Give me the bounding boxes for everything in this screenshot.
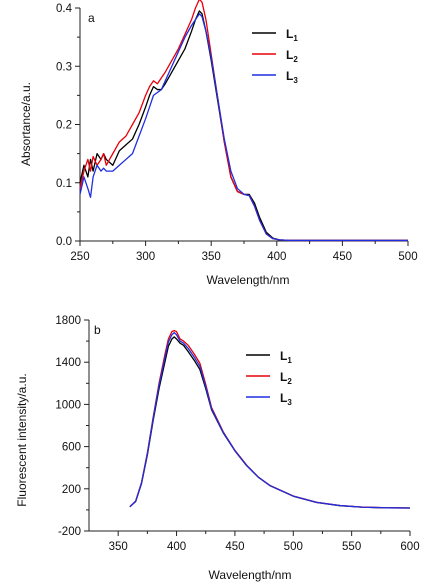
panel-a-y-tick-label: 0.3: [56, 61, 72, 73]
panel-a-legend-label-l2: L2: [286, 48, 298, 64]
panel-b-x-axis-title: Wavelength/nm: [209, 568, 292, 582]
panel-a-y-tick-label: 0.4: [56, 3, 73, 15]
panel-b-y-tick-label: -200: [58, 526, 81, 538]
panel-a-x-tick-label: 500: [398, 251, 417, 263]
panel-a-series-l3-line: [79, 13, 408, 242]
panel-b-x-tick-label: 350: [109, 541, 128, 553]
panel-b-fluorescence-chart: b Wavelength/nm Fluorescent intensity/a.…: [15, 315, 420, 582]
panel-b-legend-label-l2: L2: [280, 370, 292, 386]
panel-a-series-l1-line: [79, 10, 408, 242]
panel-a-y-tick-label: 0.2: [56, 120, 72, 132]
panel-a-x-tick-label: 300: [136, 251, 155, 263]
panel-b-x-tick-label: 600: [400, 541, 419, 553]
panel-b-series-l2-line: [129, 329, 411, 509]
panel-b-x-tick-label: 550: [342, 541, 361, 553]
panel-a-x-tick-label: 450: [333, 251, 352, 263]
panel-a-absorbance-chart: a Wavelength/nm Absortance/a.u. 250 300 35…: [19, 0, 418, 287]
panel-b-series-l3-line: [129, 332, 411, 509]
panel-a-legend-label-l1: L1: [286, 27, 298, 43]
panel-b-y-tick-label: 200: [62, 484, 81, 496]
panel-a-x-tick-label: 250: [70, 251, 89, 263]
panel-a-y-tick-label: 0.0: [56, 236, 72, 248]
panel-b-y-tick-label: 600: [62, 442, 81, 454]
panel-a-legend-label-l3: L3: [286, 69, 298, 85]
panel-b-y-tick-label: 1800: [55, 315, 81, 327]
panel-a-letter: a: [88, 11, 95, 25]
panel-a-x-tick-label: 400: [267, 251, 286, 263]
panel-a-y-tick-label: 0.1: [56, 178, 72, 190]
panel-b-x-tick-label: 400: [167, 541, 186, 553]
panel-b-x-tick-label: 450: [225, 541, 244, 553]
panel-b-letter: b: [94, 323, 101, 337]
panel-b-x-tick-label: 500: [284, 541, 303, 553]
panel-b-y-tick-label: 1000: [55, 399, 81, 411]
panel-b-legend-label-l3: L3: [280, 391, 292, 407]
panel-a-x-axis-title: Wavelength/nm: [207, 273, 290, 287]
panel-b-y-tick-label: 1400: [55, 357, 81, 369]
panel-a-y-axis-title: Absortance/a.u.: [19, 82, 33, 166]
panel-a-series-l2-line: [79, 0, 408, 242]
panel-b-y-axis-title: Fluorescent intensity/a.u.: [15, 373, 29, 506]
panel-b-legend-label-l1: L1: [280, 349, 292, 365]
panel-a-x-tick-label: 350: [202, 251, 221, 263]
panel-b-series-l1-line: [129, 336, 411, 509]
